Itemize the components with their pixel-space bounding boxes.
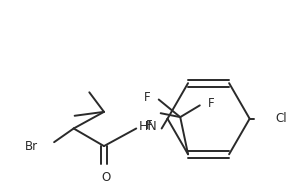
Text: F: F <box>208 97 214 110</box>
Text: O: O <box>101 171 110 184</box>
Text: Br: Br <box>25 140 38 153</box>
Text: Cl: Cl <box>275 112 287 125</box>
Text: F: F <box>146 119 153 132</box>
Text: F: F <box>144 91 151 104</box>
Text: HN: HN <box>139 120 157 133</box>
